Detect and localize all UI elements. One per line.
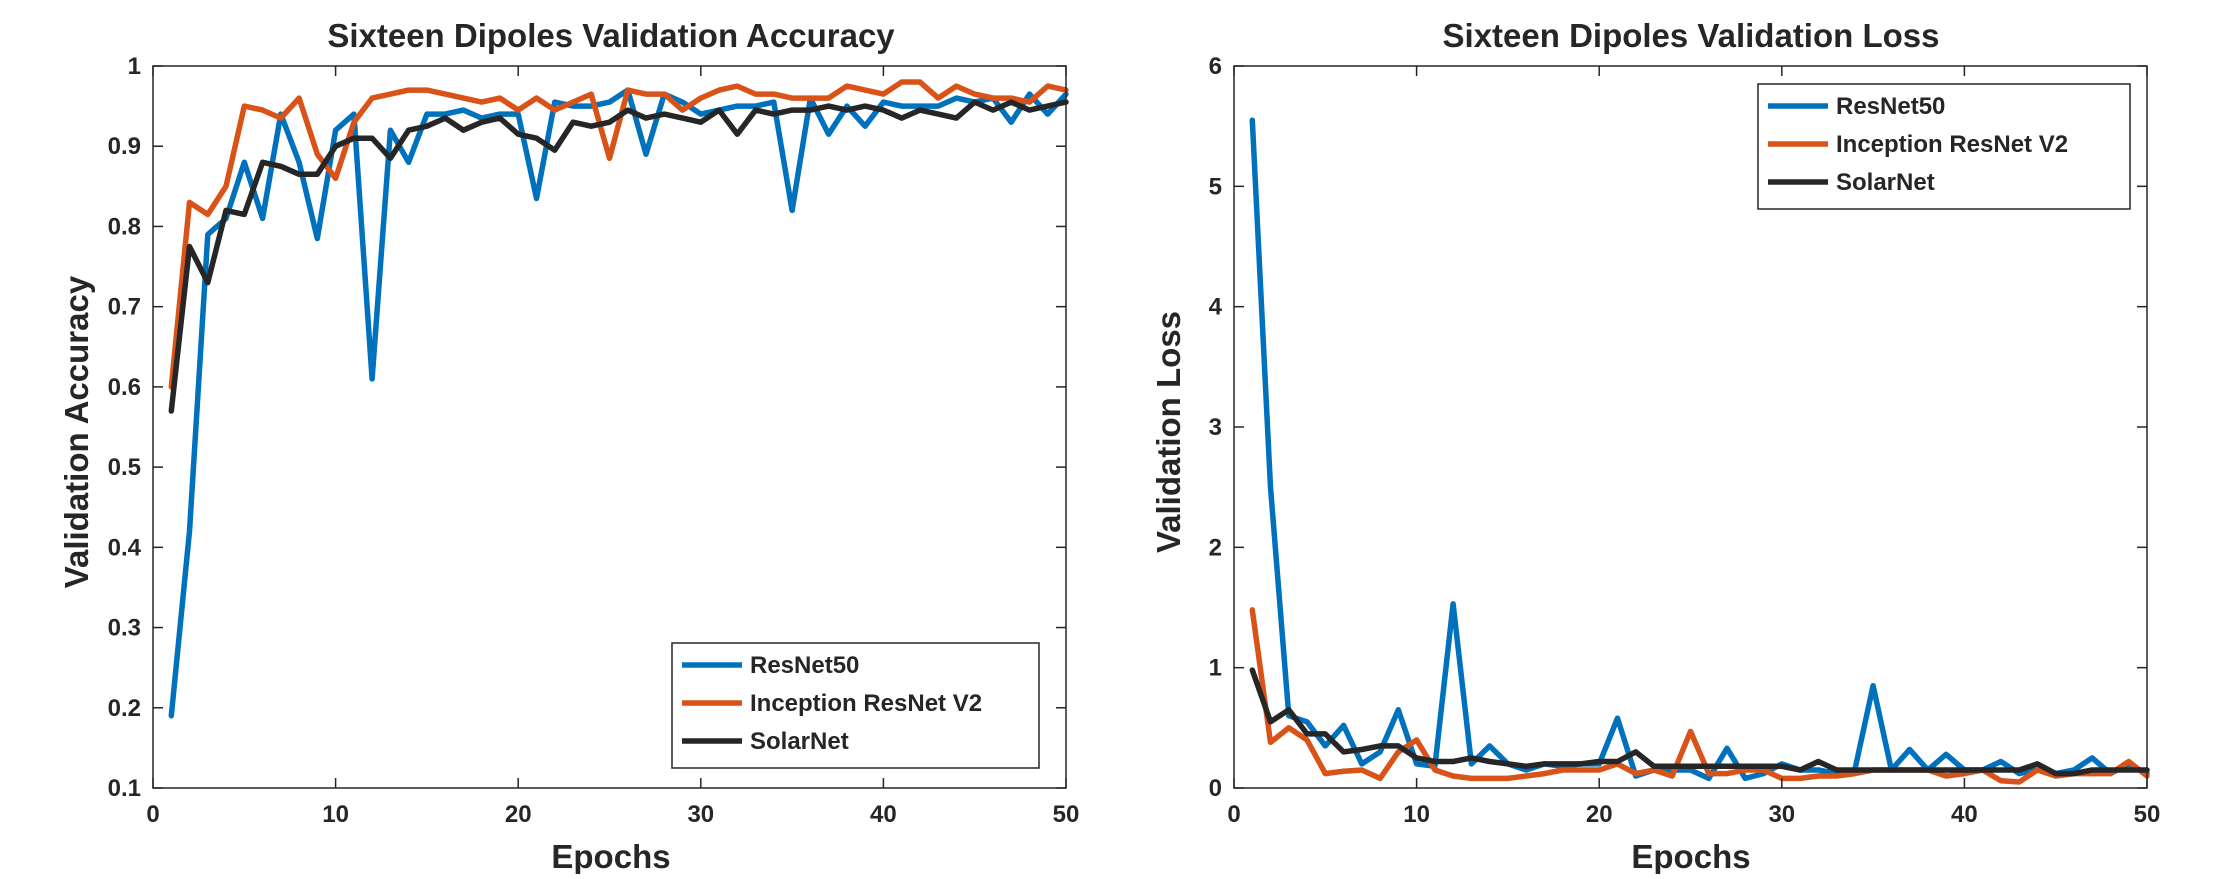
legend: ResNet50 Inception ResNet V2 SolarNet: [1757, 83, 2131, 210]
legend-entry-3: SolarNet: [1836, 169, 1935, 196]
y-tick-label: 4: [1209, 294, 1223, 321]
y-tick-label: 3: [1209, 414, 1222, 441]
legend-entry-1: ResNet50: [1836, 93, 1945, 120]
series-line-3: [168, 99, 1069, 414]
y-tick-label: 0.1: [108, 775, 141, 802]
y-tick-label: 6: [1209, 53, 1222, 80]
chart-title: Sixteen Dipoles Validation Loss: [1443, 17, 1940, 54]
x-tick-label: 30: [1768, 801, 1795, 828]
y-axis-label: Validation Accuracy: [58, 275, 95, 588]
x-tick-label: 0: [146, 801, 159, 828]
x-tick-label: 20: [505, 801, 532, 828]
plot-area-2: 0 10 20 30 40 50 0 1 2 3 4 5 6: [1209, 53, 2161, 828]
x-tick-label: 20: [1586, 801, 1613, 828]
x-tick-label: 50: [2134, 801, 2161, 828]
x-axis-label: Epochs: [551, 838, 670, 874]
x-tick-label: 30: [687, 801, 714, 828]
x-tick-label: 0: [1227, 801, 1240, 828]
x-tick-label: 40: [1951, 801, 1978, 828]
series-line-3: [1249, 667, 2150, 777]
y-tick-label: 0.5: [108, 454, 141, 481]
y-tick-label: 5: [1209, 173, 1222, 200]
y-tick-label: 0.6: [108, 374, 141, 401]
legend-entry-2: Inception ResNet V2: [750, 690, 982, 717]
y-tick-label: 0.8: [108, 213, 141, 240]
accuracy-chart: Sixteen Dipoles Validation Accuracy Epoc…: [58, 17, 895, 875]
y-tick-label: 0.9: [108, 133, 141, 160]
x-tick-label: 40: [870, 801, 897, 828]
series-line-1: [1249, 117, 2150, 782]
legend-entry-3: SolarNet: [750, 728, 849, 755]
chart-title: Sixteen Dipoles Validation Accuracy: [327, 17, 895, 54]
y-tick-label: 0.4: [108, 534, 142, 561]
legend: ResNet50 Inception ResNet V2 SolarNet: [671, 642, 1040, 769]
series-line-1: [168, 87, 1069, 719]
x-tick-label: 50: [1053, 801, 1080, 828]
axes-box: [152, 65, 1067, 789]
y-tick-label: 1: [1209, 655, 1222, 682]
y-tick-label: 0: [1209, 775, 1222, 802]
series-line-2: [1249, 607, 2150, 785]
legend-entry-2: Inception ResNet V2: [1836, 131, 2068, 158]
y-tick-label: 2: [1209, 534, 1222, 561]
x-tick-label: 10: [1403, 801, 1430, 828]
x-tick-label: 10: [322, 801, 349, 828]
y-tick-label: 0.2: [108, 695, 141, 722]
legend-entry-1: ResNet50: [750, 652, 859, 679]
y-axis-label: Validation Loss: [1150, 311, 1187, 553]
x-axis-label: Epochs: [1631, 838, 1750, 874]
y-tick-label: 1: [128, 53, 141, 80]
loss-chart: Sixteen Dipoles Validation Loss Epochs V…: [1150, 17, 1940, 875]
series-line-2: [168, 79, 1069, 390]
plot-area-1: 0 10 20 30 40 50 0.1 0.2 0.3 0.4 0.5 0.6 0.7 0.8 0.9 1: [108, 53, 1080, 828]
y-tick-label: 0.7: [108, 294, 141, 321]
y-tick-label: 0.3: [108, 615, 141, 642]
